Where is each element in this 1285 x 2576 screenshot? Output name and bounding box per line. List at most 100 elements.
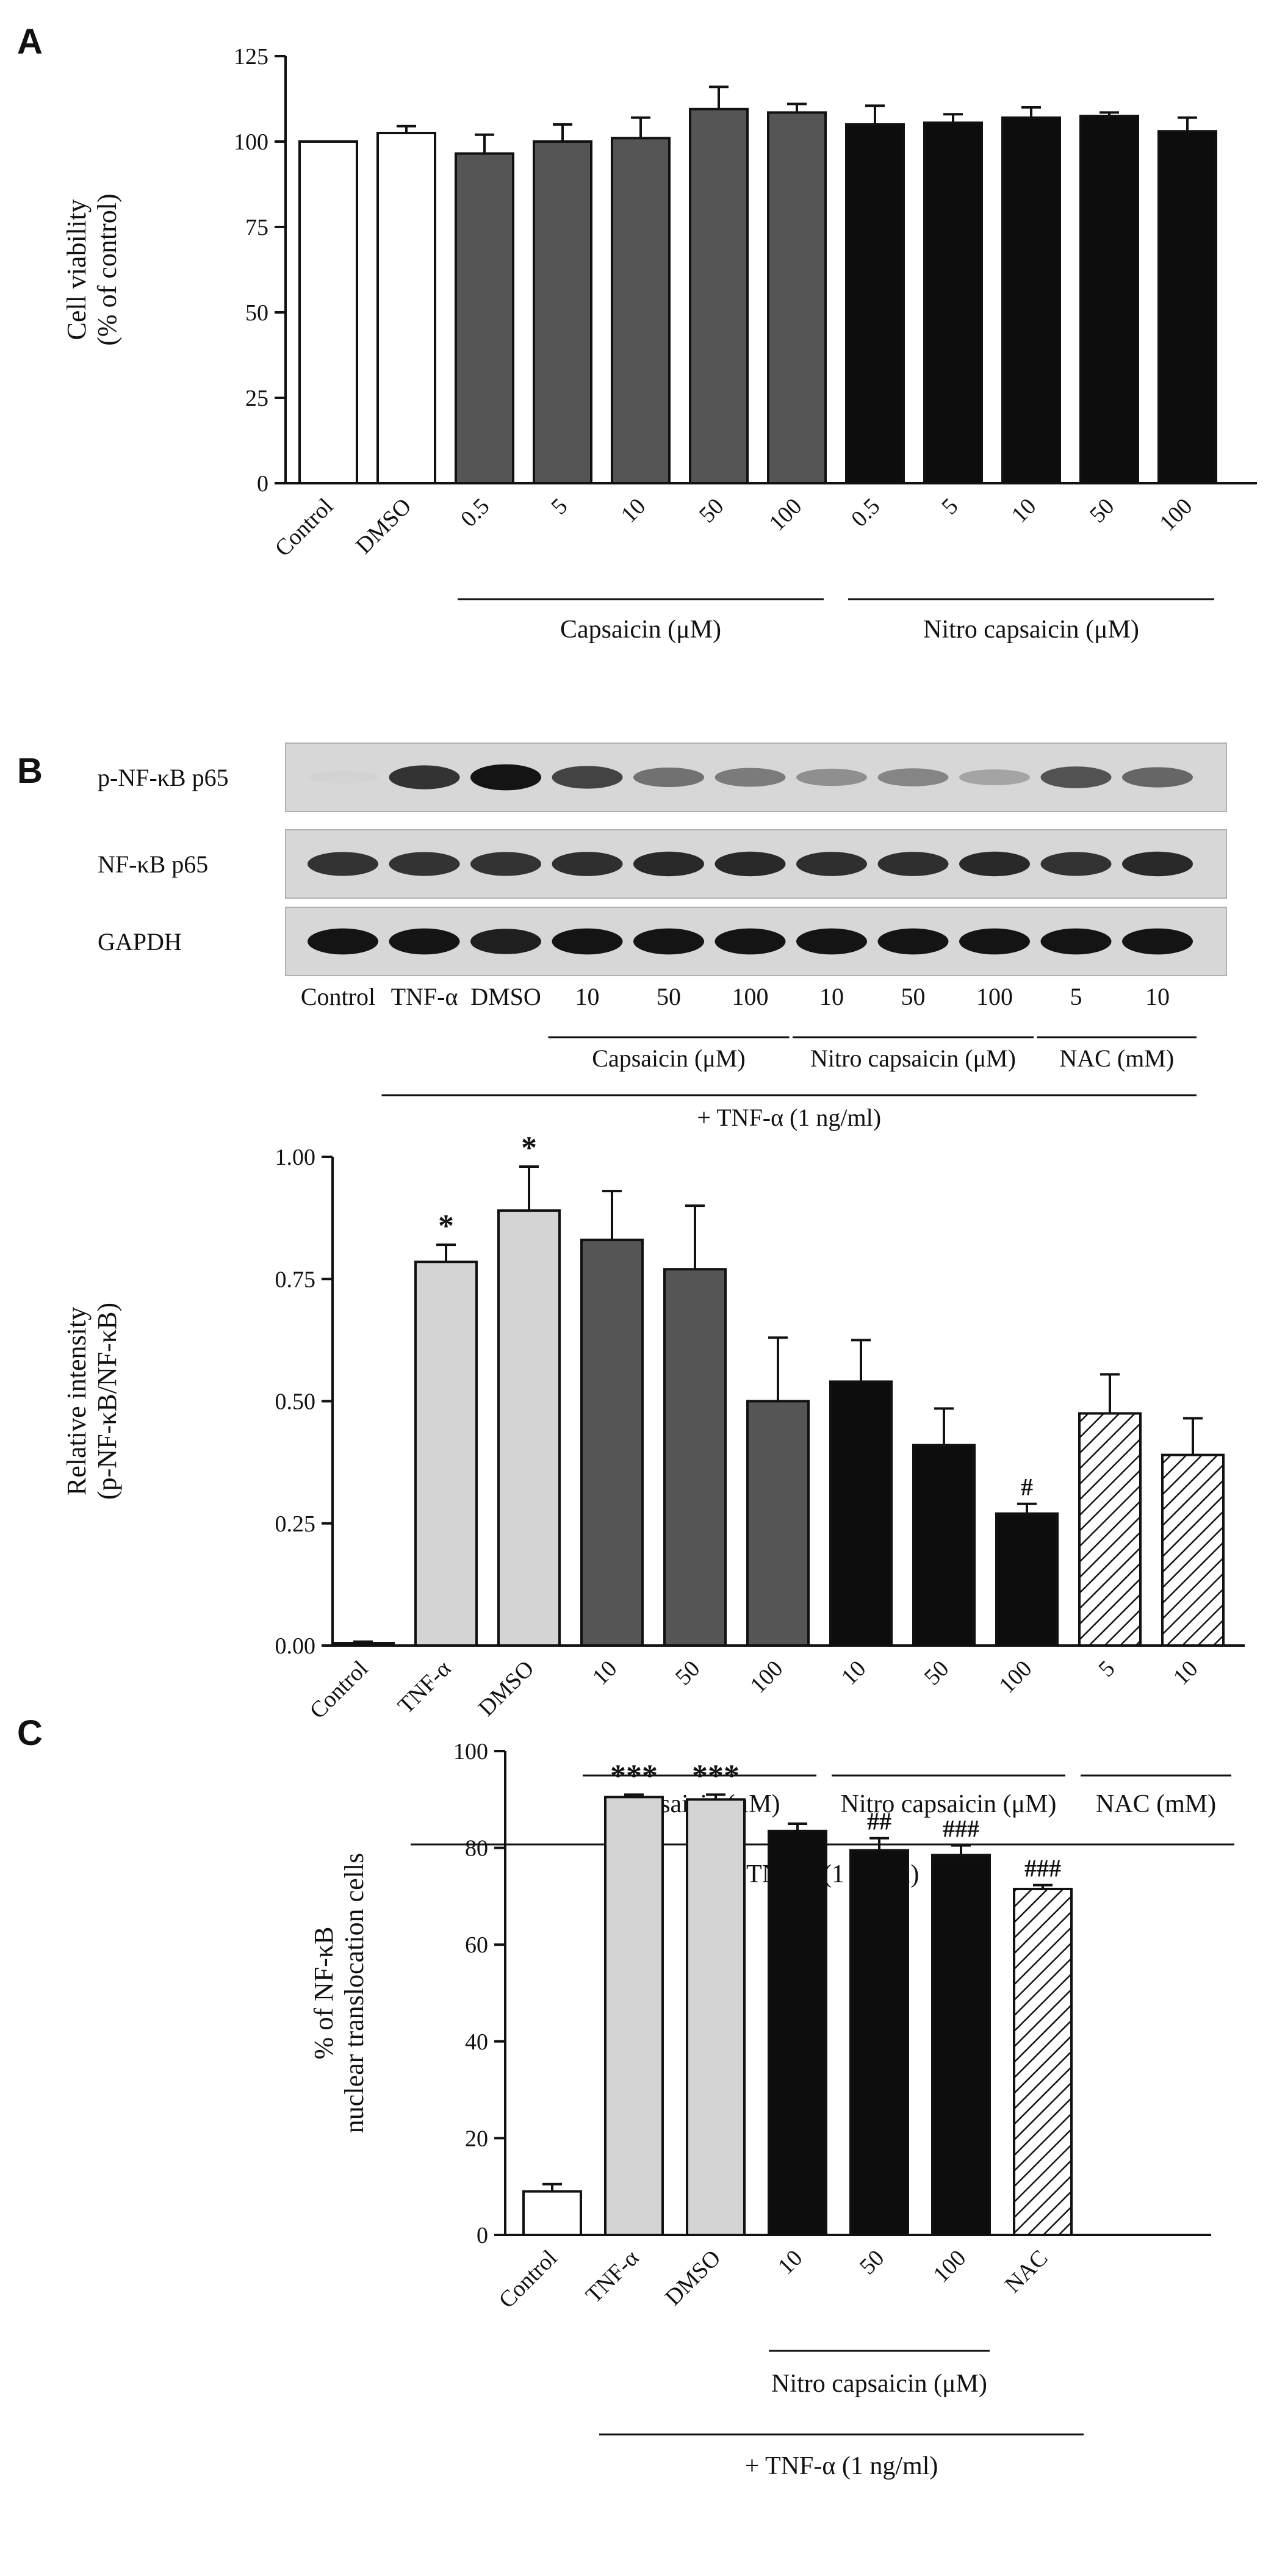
bar <box>1013 1888 1073 2236</box>
group-label: Nitro capsaicin (μM) <box>771 2370 987 2398</box>
blot-band <box>1122 851 1193 877</box>
bar <box>522 2190 582 2236</box>
chart-b: 0.00 0.25 0.50 0.75 1.00 Relative intensity (p… <box>62 1131 1245 1888</box>
blot-band <box>877 852 949 876</box>
blot-band <box>633 768 704 787</box>
blot-band <box>796 852 867 876</box>
blot-lane-label: 10 <box>1145 983 1170 1010</box>
bar <box>376 132 436 484</box>
bar <box>995 1512 1059 1647</box>
bar <box>1161 1453 1225 1647</box>
blot-lane-label: 50 <box>657 983 681 1010</box>
bar <box>768 1829 827 2236</box>
bar <box>298 140 358 484</box>
x-tick-label: 10 <box>588 1656 622 1691</box>
chart-c: 0 20 40 60 80 100 % of NF-κB nuclear translocat… <box>309 1739 1211 2480</box>
blot-band <box>1040 928 1112 955</box>
blot-band <box>470 764 541 791</box>
y-tick-label: 0.50 <box>275 1389 316 1415</box>
blot-band <box>470 852 541 876</box>
y-tick-label: 75 <box>245 215 268 240</box>
y-tick-label: 50 <box>245 300 268 326</box>
x-tick-label: 0.5 <box>846 494 885 532</box>
blot-band <box>552 852 623 876</box>
x-tick-label: TNF-α <box>581 2245 644 2309</box>
x-tick-label: 10 <box>616 494 651 528</box>
bar <box>331 1641 395 1647</box>
bar <box>1079 115 1139 484</box>
bar <box>611 137 671 484</box>
y-tick-label: 80 <box>465 1836 488 1862</box>
y-tick-label: 0.75 <box>275 1267 316 1292</box>
significance-label: * <box>521 1131 537 1165</box>
y-tick-label: 25 <box>245 386 268 411</box>
blot-band <box>877 768 949 786</box>
panel-letter-c: C <box>17 1713 43 1753</box>
bar <box>1157 130 1217 484</box>
blot-lane-label: 10 <box>575 983 600 1010</box>
bar <box>580 1239 644 1647</box>
y-tick-label: 40 <box>465 2029 488 2055</box>
blot-lane-label: 5 <box>1070 983 1082 1010</box>
y-tick-label: 0.25 <box>275 1511 316 1537</box>
chart-a: 0 25 50 75 100 125 Cell viability (% of control… <box>62 44 1257 644</box>
x-tick-label: 5 <box>546 494 572 520</box>
blot-band <box>959 928 1030 955</box>
significance-label: # <box>1021 1473 1033 1501</box>
bar <box>849 1849 909 2236</box>
bar <box>686 1798 746 2237</box>
significance-label: *** <box>692 1758 740 1793</box>
x-tick-label: DMSO <box>473 1656 539 1721</box>
x-tick-label: Control <box>494 2245 563 2314</box>
blot-band <box>470 929 541 954</box>
y-tick-label: 100 <box>234 129 268 155</box>
western-blot: p-NF-κB p65 NF-κB p65 GAPDH Control TNF-α DMS… <box>98 743 1227 1131</box>
blot-band <box>308 928 378 955</box>
blot-band <box>389 852 460 876</box>
x-tick-label: NAC <box>1000 2245 1053 2298</box>
x-tick-label: 100 <box>745 1656 788 1699</box>
blot-band <box>1040 852 1112 876</box>
blot-band <box>1122 767 1193 788</box>
x-tick-label: 50 <box>920 1656 954 1691</box>
blot-lane-label: Control <box>301 983 375 1010</box>
bar <box>663 1268 727 1647</box>
blot-row-label: NF-κB p65 <box>98 851 208 878</box>
significance-label: ## <box>867 1808 891 1835</box>
bar <box>497 1209 561 1647</box>
group-label: Capsaicin (μM) <box>560 616 721 644</box>
bar <box>1001 116 1061 485</box>
blot-group-label: Capsaicin (μM) <box>592 1045 745 1072</box>
significance-label: ### <box>943 1815 979 1843</box>
blot-lane-label: 10 <box>819 983 844 1010</box>
x-tick-label: 10 <box>773 2245 808 2280</box>
x-tick-label: 0.5 <box>456 494 494 532</box>
x-tick-label: 100 <box>1154 494 1197 536</box>
x-tick-label: 100 <box>928 2245 971 2288</box>
blot-band <box>552 766 623 789</box>
x-tick-label: 50 <box>1085 494 1120 528</box>
blot-group-label: Nitro capsaicin (μM) <box>810 1045 1016 1072</box>
bar <box>533 140 592 484</box>
x-tick-label: 100 <box>764 494 807 536</box>
y-tick-label: 20 <box>465 2126 488 2151</box>
treatment-label: + TNF-α (1 ng/ml) <box>745 2452 938 2480</box>
blot-band <box>959 769 1030 785</box>
x-tick-label: Control <box>270 494 339 562</box>
y-tick-label: 125 <box>234 44 268 70</box>
bar <box>746 1400 810 1647</box>
panel-letter-a: A <box>17 22 43 62</box>
y-axis-label: nuclear translocation cells <box>339 1853 369 2133</box>
significance-label: ### <box>1024 1855 1061 1882</box>
x-tick-label: 50 <box>694 494 729 528</box>
x-tick-label: 50 <box>855 2245 890 2280</box>
blot-lane-label: TNF-α <box>391 983 458 1010</box>
blot-band <box>796 768 867 786</box>
y-axis-label: Relative intensity <box>62 1307 92 1495</box>
blot-band <box>714 928 786 955</box>
y-tick-label: 100 <box>453 1739 488 1765</box>
y-axis-label: % of NF-κB <box>309 1927 339 2060</box>
blot-band <box>1122 928 1193 955</box>
bar <box>829 1380 893 1647</box>
